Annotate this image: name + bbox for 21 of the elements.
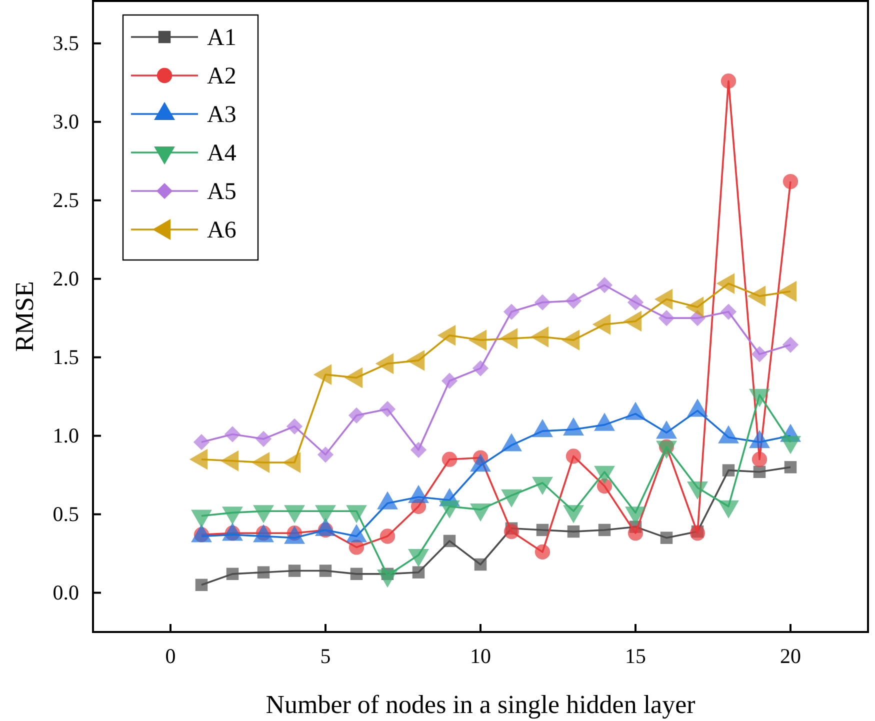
y-tick-label: 1.0 [52, 424, 79, 448]
y-tick-label: 2.0 [52, 266, 79, 291]
legend-label: A3 [207, 102, 236, 128]
y-tick-label: 3.0 [52, 110, 79, 134]
x-axis-title: Number of nodes in a single hidden layer [266, 690, 696, 719]
y-axis-title: RMSE [10, 281, 39, 352]
y-tick-label: 1.5 [52, 345, 79, 370]
y-tick-label: 2.5 [52, 188, 79, 212]
y-tick-label: 3.5 [52, 31, 79, 56]
x-tick-label: 10 [470, 644, 491, 668]
y-tick-label: 0.0 [52, 580, 79, 604]
legend-label: A6 [207, 218, 236, 244]
legend-label: A2 [207, 64, 236, 90]
x-tick-label: 0 [165, 644, 176, 668]
legend-label: A1 [207, 25, 236, 51]
x-tick-label: 20 [780, 644, 801, 668]
y-tick-label: 0.5 [52, 502, 79, 526]
legend-label: A4 [207, 140, 236, 166]
x-tick-label: 5 [320, 644, 331, 668]
legend-label: A5 [207, 179, 236, 205]
x-tick-label: 15 [625, 644, 646, 668]
